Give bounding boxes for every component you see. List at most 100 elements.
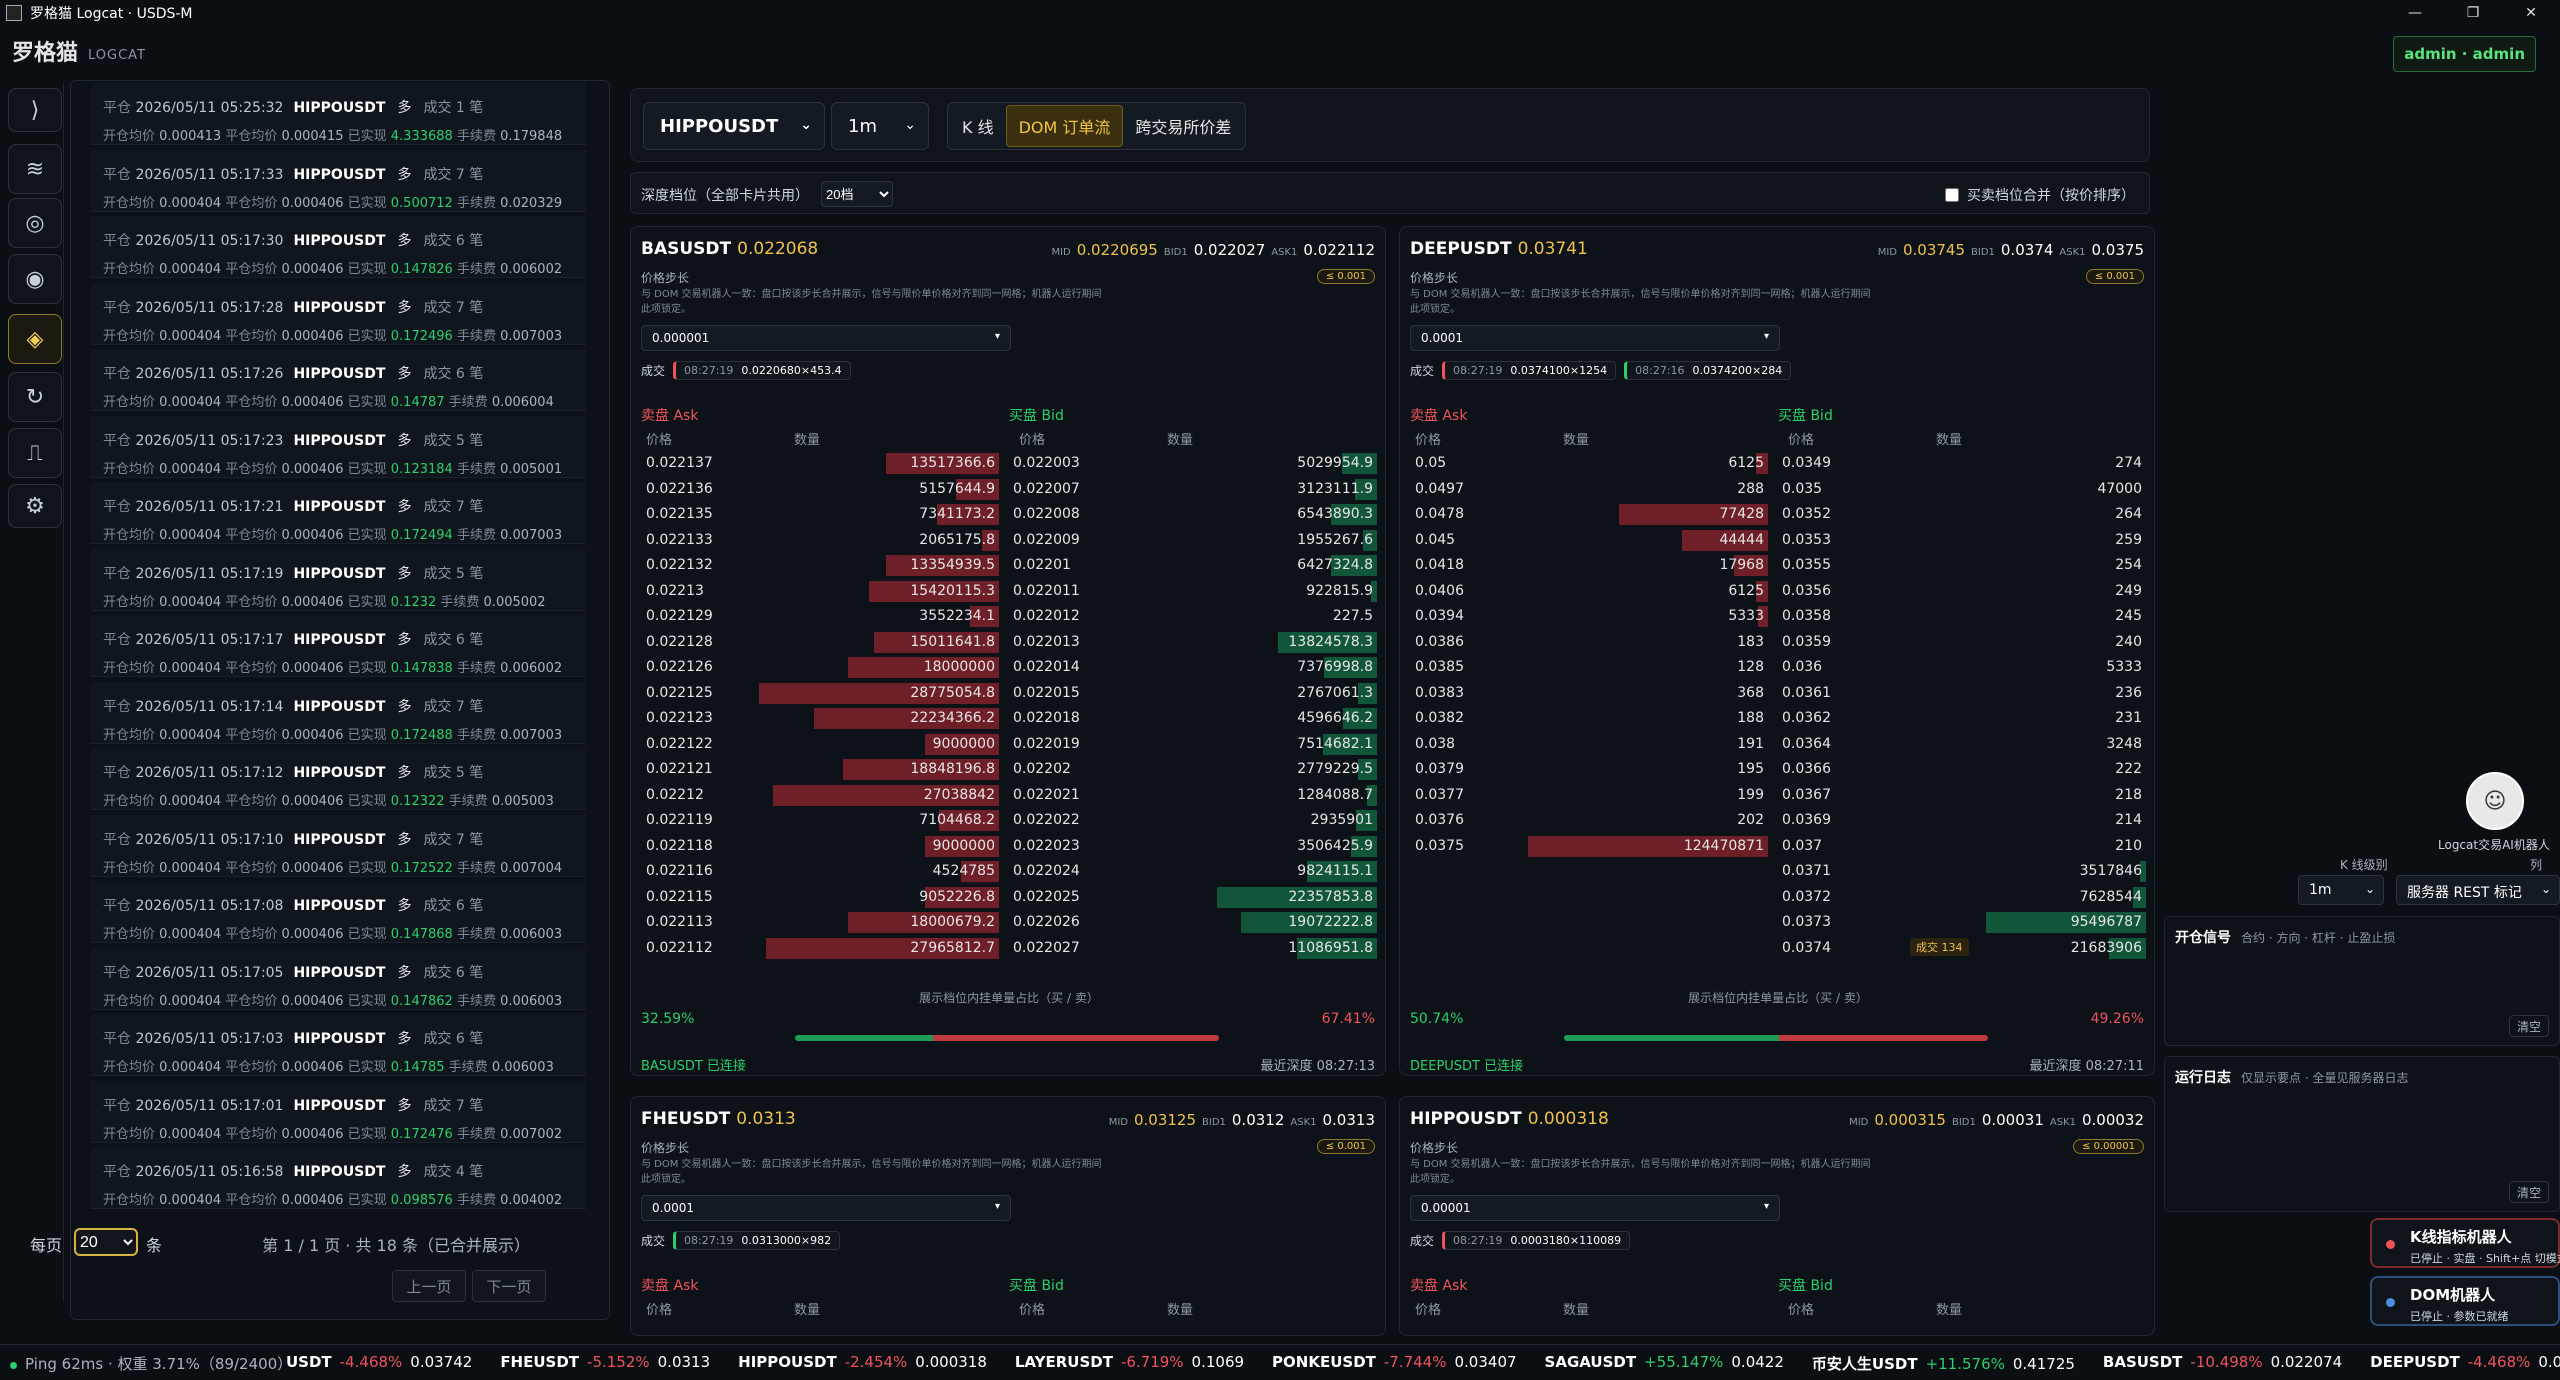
- trade-row[interactable]: 平仓 2026/05/11 05:17:28 HIPPOUSDT 多成交 7 笔开仓…: [91, 282, 586, 345]
- ask-price[interactable]: 0.0379: [1415, 761, 1464, 777]
- tick-step-select[interactable]: 0.0001 ▾: [641, 1195, 1011, 1221]
- close-button[interactable]: ✕: [2525, 5, 2537, 21]
- bid-price[interactable]: 0.0369: [1782, 812, 1831, 828]
- ask-price[interactable]: 0.0386: [1415, 633, 1464, 650]
- bid-price[interactable]: 0.036: [1782, 659, 1823, 675]
- trade-row[interactable]: 平仓 2026/05/11 05:17:05 HIPPOUSDT 多成交 6 笔开仓…: [91, 947, 586, 1010]
- user-badge[interactable]: admin · admin: [2393, 36, 2536, 72]
- trade-row[interactable]: 平仓 2026/05/11 05:17:26 HIPPOUSDT 多成交 6 笔开仓…: [91, 349, 586, 411]
- ask-price[interactable]: 0.022113: [646, 914, 713, 930]
- ring-nav-button[interactable]: ◎: [8, 198, 62, 248]
- merge-checkbox[interactable]: [1945, 188, 1959, 202]
- ticker-item[interactable]: DEEPUSDT -4.468% 0.03742: [2370, 1353, 2560, 1374]
- ask-price[interactable]: 0.0418: [1415, 557, 1464, 573]
- ticker-item[interactable]: 币安人生USDT +11.576% 0.41725: [1812, 1353, 2075, 1374]
- bid-price[interactable]: 0.022026: [1013, 914, 1080, 930]
- ask-price[interactable]: 0.022121: [646, 761, 713, 777]
- diamond-nav-button[interactable]: ◈: [8, 314, 62, 364]
- ask-price[interactable]: 0.022116: [646, 863, 713, 879]
- ask-price[interactable]: 0.022137: [646, 455, 713, 471]
- ask-price[interactable]: 0.022135: [646, 506, 713, 522]
- bid-price[interactable]: 0.022025: [1013, 888, 1080, 905]
- bid-price[interactable]: 0.0362: [1782, 710, 1831, 726]
- ask-price[interactable]: 0.022132: [646, 557, 713, 573]
- bid-price[interactable]: 0.022027: [1013, 939, 1080, 956]
- bid-price[interactable]: 0.0349: [1782, 455, 1831, 471]
- tick-step-select[interactable]: 0.00001 ▾: [1410, 1195, 1780, 1221]
- bid-price[interactable]: 0.0367: [1782, 786, 1831, 803]
- bid-price[interactable]: 0.022012: [1013, 608, 1080, 624]
- bid-price[interactable]: 0.022015: [1013, 684, 1080, 701]
- trade-row[interactable]: 平仓 2026/05/11 05:25:32 HIPPOUSDT 多成交 1 笔开仓…: [91, 83, 586, 145]
- ask-price[interactable]: 0.02212: [646, 786, 704, 803]
- bid-price[interactable]: 0.0371: [1782, 863, 1831, 879]
- bid-price[interactable]: 0.0373: [1782, 914, 1831, 930]
- ask-price[interactable]: 0.05: [1415, 455, 1447, 471]
- ask-price[interactable]: 0.0382: [1415, 710, 1464, 726]
- trade-row[interactable]: 平仓 2026/05/11 05:17:08 HIPPOUSDT 多成交 6 笔开仓…: [91, 881, 586, 943]
- depth-level-select[interactable]: 20档: [821, 181, 893, 207]
- bid-price[interactable]: 0.035: [1782, 480, 1823, 497]
- refresh-nav-button[interactable]: ↻: [8, 372, 62, 422]
- ask-price[interactable]: 0.0497: [1415, 480, 1464, 497]
- bid-price[interactable]: 0.0364: [1782, 735, 1831, 752]
- trade-row[interactable]: 平仓 2026/05/11 05:17:10 HIPPOUSDT 多成交 7 笔开仓…: [91, 814, 586, 877]
- ask-price[interactable]: 0.022119: [646, 812, 713, 828]
- bid-price[interactable]: 0.022009: [1013, 531, 1080, 548]
- gear-nav-button[interactable]: ⚙: [8, 484, 62, 528]
- trade-row[interactable]: 平仓 2026/05/11 05:17:30 HIPPOUSDT 多成交 6 笔开仓…: [91, 216, 586, 278]
- bid-price[interactable]: 0.0359: [1782, 633, 1831, 650]
- ticker-item[interactable]: FHEUSDT -5.152% 0.0313: [500, 1353, 710, 1374]
- tab-2[interactable]: 跨交易所价差: [1135, 118, 1232, 137]
- trade-row[interactable]: 平仓 2026/05/11 05:17:01 HIPPOUSDT 多成交 7 笔开仓…: [91, 1080, 586, 1143]
- bid-price[interactable]: 0.0352: [1782, 506, 1831, 522]
- ticker-item[interactable]: SAGAUSDT +55.147% 0.0422: [1545, 1353, 1784, 1374]
- ask-price[interactable]: 0.022126: [646, 659, 713, 675]
- ask-price[interactable]: 0.0385: [1415, 659, 1464, 675]
- ask-price[interactable]: 0.0383: [1415, 684, 1464, 701]
- waves-nav-button[interactable]: ≋: [8, 144, 62, 194]
- maximize-button[interactable]: ❐: [2466, 5, 2480, 21]
- bid-price[interactable]: 0.0374: [1782, 939, 1831, 956]
- bid-price[interactable]: 0.022024: [1013, 863, 1080, 879]
- ask-price[interactable]: 0.0394: [1415, 608, 1464, 624]
- pulse-nav-button[interactable]: ⎍: [8, 428, 62, 478]
- trade-row[interactable]: 平仓 2026/05/11 05:17:21 HIPPOUSDT 多成交 7 笔开仓…: [91, 482, 586, 544]
- bid-price[interactable]: 0.022019: [1013, 735, 1080, 752]
- mark-source-select[interactable]: 服务器 REST 标记 ⌄: [2396, 875, 2560, 905]
- ask-price[interactable]: 0.0406: [1415, 582, 1464, 599]
- bid-price[interactable]: 0.0356: [1782, 582, 1831, 599]
- trade-row[interactable]: 平仓 2026/05/11 05:17:14 HIPPOUSDT 多成交 7 笔开仓…: [91, 681, 586, 744]
- bid-price[interactable]: 0.037: [1782, 837, 1823, 854]
- log-clear-button[interactable]: 清空: [2509, 1181, 2549, 1203]
- ask-price[interactable]: 0.022118: [646, 837, 713, 854]
- trade-row[interactable]: 平仓 2026/05/11 05:17:19 HIPPOUSDT 多成交 5 笔开仓…: [91, 548, 586, 611]
- trade-row[interactable]: 平仓 2026/05/11 05:17:12 HIPPOUSDT 多成交 5 笔开仓…: [91, 748, 586, 810]
- ask-price[interactable]: 0.02213: [646, 582, 704, 599]
- signal-clear-button[interactable]: 清空: [2509, 1015, 2549, 1037]
- interval-select[interactable]: 1m ⌄: [831, 102, 929, 150]
- ask-price[interactable]: 0.022122: [646, 735, 713, 752]
- ticker-item[interactable]: PONKEUSDT -7.744% 0.03407: [1272, 1353, 1516, 1374]
- ask-price[interactable]: 0.022123: [646, 710, 713, 726]
- bid-price[interactable]: 0.0361: [1782, 684, 1831, 701]
- ask-price[interactable]: 0.045: [1415, 531, 1456, 548]
- tick-step-select[interactable]: 0.0001 ▾: [1410, 325, 1780, 351]
- ask-price[interactable]: 0.0376: [1415, 812, 1464, 828]
- trade-row[interactable]: 平仓 2026/05/11 05:16:58 HIPPOUSDT 多成交 4 笔开仓…: [91, 1147, 586, 1209]
- ask-price[interactable]: 0.0478: [1415, 506, 1464, 522]
- tick-step-select[interactable]: 0.000001 ▾: [641, 325, 1011, 351]
- ask-price[interactable]: 0.022115: [646, 888, 713, 905]
- ask-price[interactable]: 0.0375: [1415, 837, 1464, 854]
- kline-interval-select[interactable]: 1m ⌄: [2298, 875, 2384, 905]
- ask-price[interactable]: 0.0377: [1415, 786, 1464, 803]
- bid-price[interactable]: 0.022022: [1013, 812, 1080, 828]
- ask-price[interactable]: 0.022136: [646, 480, 713, 497]
- ticker-item[interactable]: HIPPOUSDT -2.454% 0.000318: [738, 1353, 987, 1374]
- bid-price[interactable]: 0.022013: [1013, 633, 1080, 650]
- bid-price[interactable]: 0.0372: [1782, 888, 1831, 905]
- trade-row[interactable]: 平仓 2026/05/11 05:17:23 HIPPOUSDT 多成交 5 笔开仓…: [91, 415, 586, 478]
- merge-levels-toggle[interactable]: 买卖档位合并（按价排序）: [1945, 185, 2135, 205]
- ask-price[interactable]: 0.022112: [646, 939, 713, 956]
- ask-price[interactable]: 0.022129: [646, 608, 713, 624]
